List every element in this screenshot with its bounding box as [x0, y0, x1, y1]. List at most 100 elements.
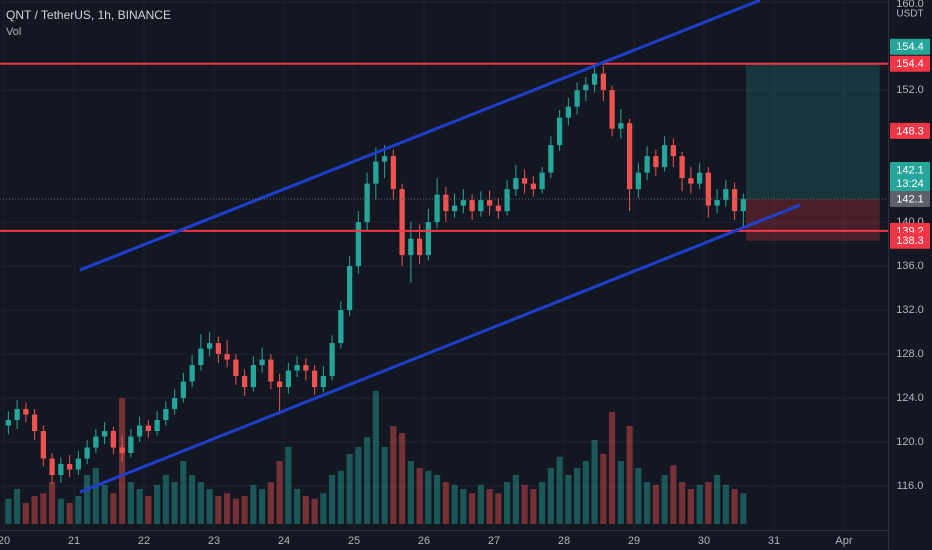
- volume-bar: [434, 475, 441, 524]
- volume-bar: [521, 484, 528, 524]
- volume-bar: [311, 498, 318, 524]
- price-label-box: [890, 38, 930, 55]
- candle-body: [163, 409, 169, 421]
- currency-label: USDT: [896, 9, 923, 20]
- volume-bar: [591, 440, 598, 524]
- volume-bar: [547, 468, 554, 524]
- volume-bar: [259, 489, 266, 524]
- volume-bar: [154, 484, 161, 524]
- volume-bar: [617, 461, 624, 524]
- volume-bar: [539, 482, 546, 524]
- volume-bar: [661, 475, 668, 524]
- price-label: 154.4: [896, 58, 924, 70]
- y-tick-label: 128.0: [896, 348, 924, 360]
- volume-bar: [180, 461, 187, 524]
- volume-bar: [346, 454, 353, 524]
- volume-bar: [276, 461, 283, 524]
- candle-body: [206, 343, 213, 349]
- volume-bar: [626, 426, 633, 524]
- x-tick-label: Apr: [835, 535, 852, 547]
- volume-bar: [337, 470, 344, 524]
- volume-bar: [197, 482, 204, 524]
- price-label: 154.4: [896, 41, 924, 53]
- volume-bar: [372, 391, 379, 524]
- x-tick-label: 27: [488, 535, 500, 547]
- volume-bar: [582, 461, 589, 524]
- candle-body: [338, 310, 344, 344]
- volume-bar: [530, 489, 537, 524]
- candle-body: [399, 189, 405, 256]
- candle-body: [416, 238, 423, 256]
- candle-body: [521, 178, 528, 184]
- candle-body: [626, 123, 633, 190]
- trend-line: [79, 0, 761, 272]
- candle-body: [40, 431, 46, 459]
- candle-body: [661, 145, 668, 168]
- volume-bar: [670, 465, 677, 524]
- volume-bar: [145, 496, 152, 524]
- y-tick-label: 152.0: [896, 84, 924, 96]
- candle-body: [154, 420, 160, 432]
- volume-bar: [5, 498, 12, 524]
- candle-body: [31, 414, 38, 432]
- candle-body: [381, 156, 388, 162]
- candle-body: [14, 409, 20, 421]
- candle-body: [215, 343, 221, 355]
- candle-body: [688, 178, 694, 184]
- volume-bar: [127, 482, 134, 524]
- candle-body: [486, 200, 493, 206]
- x-tick-label: 31: [768, 535, 780, 547]
- volume-bar: [250, 484, 257, 524]
- candle-body: [198, 348, 204, 366]
- candle-body: [591, 73, 598, 85]
- y-tick-label: 120.0: [896, 436, 924, 448]
- volume-bar: [215, 496, 222, 524]
- volume-bar: [609, 412, 616, 524]
- candle-body: [311, 370, 318, 388]
- volume-bar: [171, 482, 178, 524]
- candle-body: [513, 178, 519, 190]
- candle-body: [364, 183, 370, 223]
- candle-body: [373, 161, 379, 184]
- y-tick-label: 160.0: [896, 0, 924, 10]
- indicator-label: Vol: [6, 26, 21, 38]
- candle-body: [128, 436, 134, 454]
- candle-body: [101, 431, 108, 437]
- price-label: 142.1: [896, 193, 924, 205]
- volume-bar: [722, 484, 729, 524]
- candle-body: [574, 90, 580, 107]
- candle-body: [136, 425, 143, 437]
- volume-bar: [101, 484, 108, 524]
- volume-bar: [495, 493, 502, 524]
- candle-body: [618, 123, 624, 129]
- x-tick-label: 28: [558, 535, 570, 547]
- candle-body: [408, 238, 414, 256]
- candle-body: [294, 365, 300, 371]
- candle-body: [285, 370, 291, 388]
- volume-bar: [504, 482, 511, 524]
- candle-body: [303, 365, 309, 371]
- volume-bar: [294, 489, 301, 524]
- candle-body: [189, 365, 195, 382]
- volume-bar: [232, 498, 239, 524]
- volume-bar: [84, 475, 91, 524]
- candle-body: [320, 376, 326, 388]
- candle-body: [600, 73, 606, 91]
- volume-bar: [512, 475, 519, 524]
- candle-body: [355, 222, 361, 267]
- candle-body: [241, 376, 248, 388]
- volume-bar: [442, 482, 449, 524]
- candle-body: [530, 183, 536, 190]
- candle-body: [119, 447, 125, 454]
- candle-body: [93, 436, 99, 448]
- price-label: 138.3: [896, 235, 924, 247]
- candle-body: [250, 365, 256, 388]
- candle-body: [460, 200, 466, 206]
- y-tick-label: 136.0: [896, 260, 924, 272]
- volume-bar: [49, 482, 56, 524]
- volume-bar: [57, 498, 64, 524]
- price-label-box: [890, 122, 930, 139]
- volume-bar: [206, 489, 213, 524]
- y-tick-label: 124.0: [896, 392, 924, 404]
